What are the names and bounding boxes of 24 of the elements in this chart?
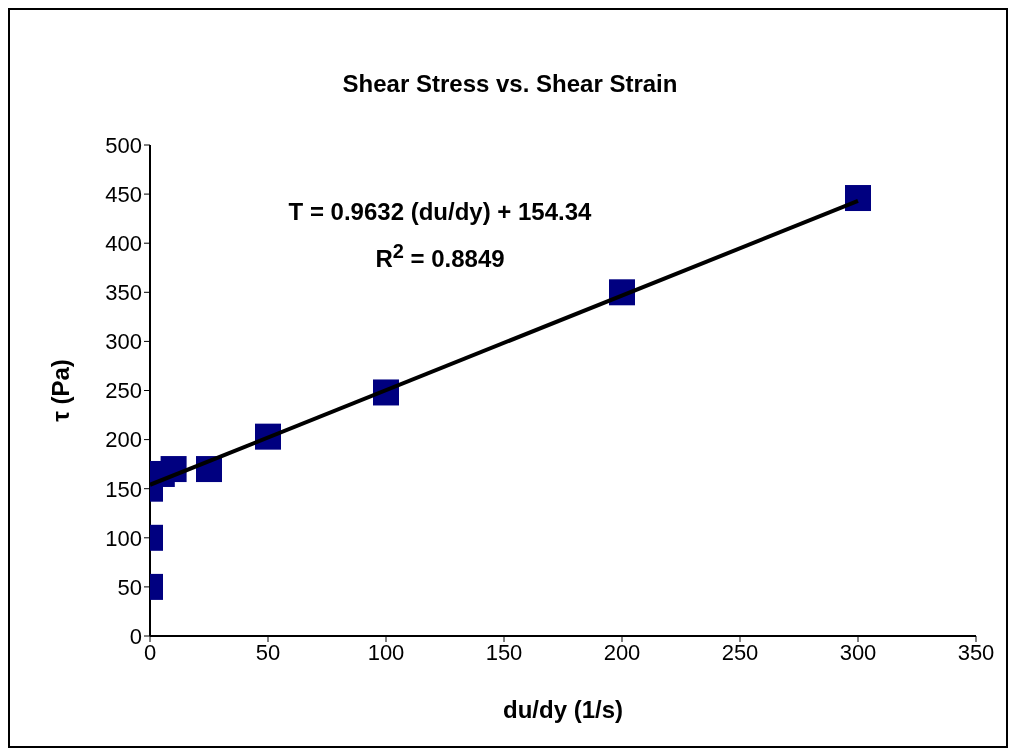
y-axis-title: τ (Pa) — [46, 359, 74, 422]
y-tick-label: 100 — [105, 525, 142, 551]
y-tick-label: 400 — [105, 231, 142, 257]
annotation: R$^{2}$ = 0.8849 — [375, 240, 505, 272]
x-tick-label: 100 — [367, 639, 405, 665]
x-tick-label: 150 — [485, 639, 523, 665]
point — [845, 185, 871, 212]
y-tick-label: 200 — [105, 427, 142, 453]
y-tick-label: 250 — [105, 378, 142, 404]
y-tick-label: 150 — [105, 476, 142, 502]
chart-title: Shear Stress vs. Shear Strain — [341, 70, 679, 98]
y-tick-label: 450 — [105, 181, 142, 207]
annotation: T = 0.9632 (du/dy) + 154.34 — [288, 198, 592, 225]
y-tick-label: 350 — [105, 280, 142, 306]
x-tick-label: 200 — [603, 639, 641, 665]
x-tick-label: 50 — [255, 639, 281, 665]
x-axis-title: du/dy (1/s) — [502, 696, 624, 723]
y-tick-label: 0 — [129, 623, 142, 649]
y-tick-label: 500 — [105, 132, 142, 158]
x-tick-label: 250 — [721, 639, 759, 665]
y-tick-label: 50 — [117, 574, 142, 600]
x-tick-label: 350 — [957, 639, 995, 665]
x-tick-label: 300 — [839, 639, 877, 665]
y-tick-label: 300 — [105, 329, 142, 355]
